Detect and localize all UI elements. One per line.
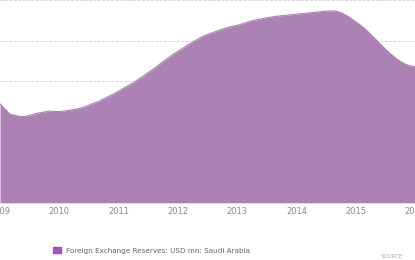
Legend: Foreign Exchange Reserves: USD mn: Saudi Arabia: Foreign Exchange Reserves: USD mn: Saudi… (54, 247, 250, 254)
Text: SOURCE: SOURCE (380, 254, 403, 259)
